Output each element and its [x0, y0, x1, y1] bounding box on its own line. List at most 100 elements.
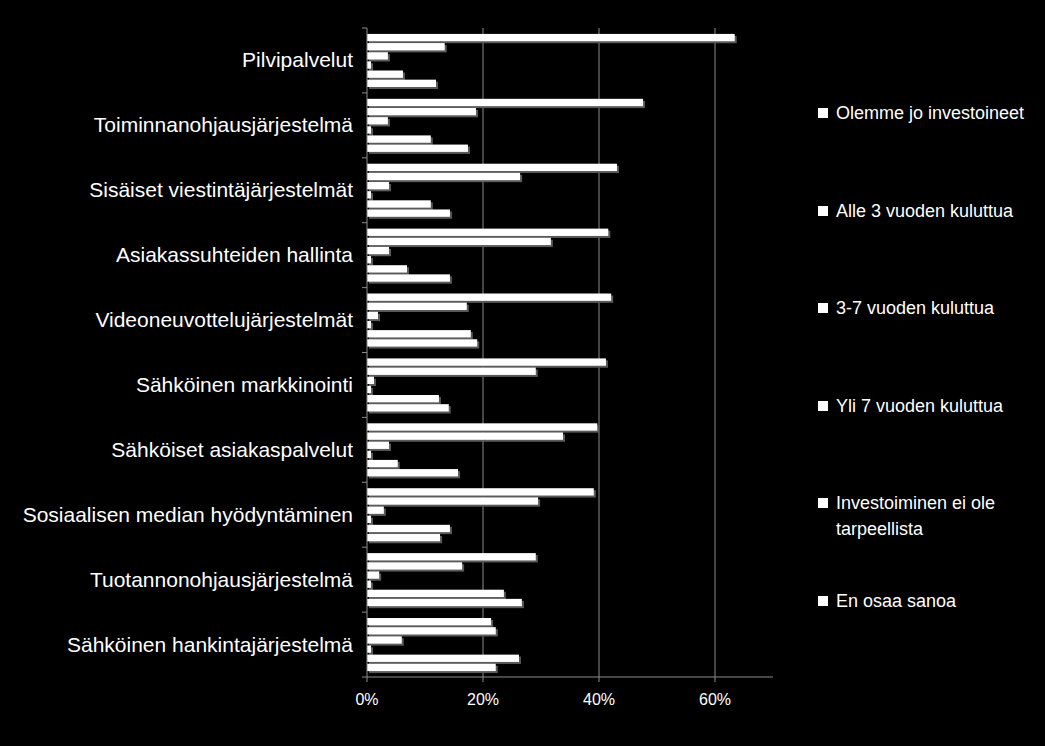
- bar: [367, 265, 407, 272]
- category-label: Tuotannonohjausjärjestelmä: [90, 567, 353, 593]
- bar: [367, 294, 611, 301]
- legend-swatch: [818, 206, 828, 216]
- bar: [367, 126, 371, 133]
- x-tick: [367, 677, 368, 682]
- bar: [367, 534, 440, 541]
- category-divider: [362, 677, 367, 678]
- bar: [367, 377, 374, 384]
- bar: [367, 553, 536, 560]
- bar: [367, 145, 468, 152]
- legend-swatch: [818, 303, 828, 313]
- bar: [367, 386, 371, 393]
- bar: [367, 61, 371, 68]
- category-divider: [362, 92, 367, 93]
- bar: [367, 330, 471, 337]
- bar: [367, 358, 606, 365]
- bar: [367, 571, 379, 578]
- bar: [367, 339, 477, 346]
- bar: [367, 229, 608, 236]
- bar: [367, 423, 597, 430]
- bar: [367, 442, 389, 449]
- bar: [367, 664, 496, 671]
- category-label: Pilvipalvelut: [242, 47, 353, 73]
- bar: [367, 460, 398, 467]
- x-tick-label: 60%: [699, 691, 731, 709]
- bar: [367, 209, 450, 216]
- bar: [367, 312, 378, 319]
- x-tick: [715, 677, 716, 682]
- bar: [367, 182, 389, 189]
- bar: [367, 52, 388, 59]
- x-tick-label: 0%: [355, 691, 378, 709]
- category-divider: [362, 157, 367, 158]
- bar: [367, 200, 431, 207]
- bar: [367, 451, 371, 458]
- bar: [367, 247, 389, 254]
- bar: [367, 395, 439, 402]
- category-label: Sisäiset viestintäjärjestelmät: [89, 177, 353, 203]
- bars: [367, 34, 737, 673]
- legend-label: Investoiminen ei ole tarpeellista: [836, 490, 1036, 542]
- bar: [367, 117, 388, 124]
- bar: [367, 645, 371, 652]
- bar: [367, 191, 371, 198]
- legend-label: En osaa sanoa: [836, 588, 1036, 614]
- bar: [367, 497, 538, 504]
- bar: [367, 562, 462, 569]
- bar: [367, 108, 476, 115]
- bar: [367, 80, 436, 87]
- category-divider: [362, 547, 367, 548]
- bar: [367, 368, 536, 375]
- category-divider: [362, 352, 367, 353]
- category-label: Sähköinen markkinointi: [136, 372, 353, 398]
- x-tick: [599, 677, 600, 682]
- bar: [367, 274, 450, 281]
- bar: [367, 173, 520, 180]
- bar: [367, 599, 522, 606]
- category-label: Sähköiset asiakaspalvelut: [111, 437, 353, 463]
- grid-line: [483, 28, 484, 677]
- grid-line: [599, 28, 600, 677]
- legend-label: Alle 3 vuoden kuluttua: [836, 198, 1036, 224]
- bar: [367, 135, 431, 142]
- category-divider: [362, 222, 367, 223]
- category-label: Videoneuvottelujärjestelmät: [95, 307, 353, 333]
- bar: [367, 432, 563, 439]
- grid-line: [715, 28, 716, 677]
- legend-label: 3-7 vuoden kuluttua: [836, 295, 1036, 321]
- category-label: Sähköinen hankintajärjestelmä: [67, 632, 353, 658]
- bar: [367, 581, 371, 588]
- bar: [367, 525, 450, 532]
- bar: [367, 238, 551, 245]
- x-tick-label: 20%: [467, 691, 499, 709]
- x-tick: [483, 677, 484, 682]
- bar: [367, 256, 371, 263]
- bar: [367, 507, 384, 514]
- bar: [367, 404, 449, 411]
- bar: [367, 488, 594, 495]
- category-label: Sosiaalisen median hyödyntäminen: [23, 502, 353, 528]
- bar: [367, 34, 735, 41]
- bar: [367, 71, 403, 78]
- bar: [367, 516, 371, 523]
- bar: [367, 99, 643, 106]
- bar: [367, 303, 467, 310]
- bar: [367, 469, 458, 476]
- category-label: Toiminnanohjausjärjestelmä: [94, 112, 353, 138]
- legend-label: Olemme jo investoineet: [836, 100, 1036, 126]
- bar: [367, 590, 504, 597]
- category-divider: [362, 417, 367, 418]
- category-divider: [362, 482, 367, 483]
- legend-swatch: [818, 498, 828, 508]
- legend-swatch: [818, 596, 828, 606]
- legend-swatch: [818, 401, 828, 411]
- category-divider: [362, 612, 367, 613]
- bar: [367, 164, 617, 171]
- legend-label: Yli 7 vuoden kuluttua: [836, 393, 1036, 419]
- bar: [367, 655, 519, 662]
- bar: [367, 627, 496, 634]
- category-label: Asiakassuhteiden hallinta: [116, 242, 353, 268]
- legend-swatch: [818, 108, 828, 118]
- x-tick-label: 40%: [583, 691, 615, 709]
- bar: [367, 636, 402, 643]
